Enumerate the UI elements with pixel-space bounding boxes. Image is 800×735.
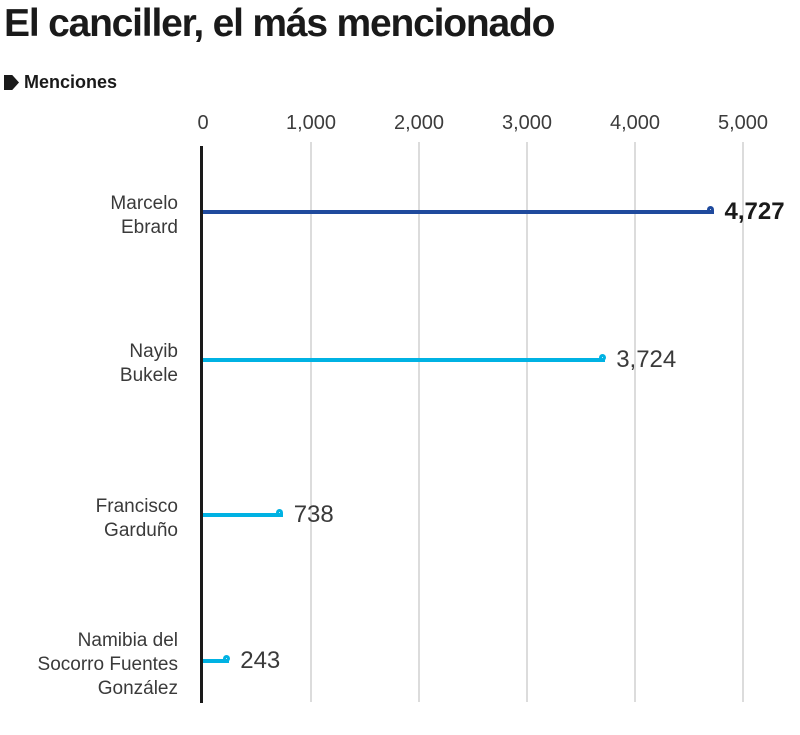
bar-line: [203, 358, 606, 362]
y-axis-line: [200, 146, 203, 703]
legend-label: Menciones: [24, 72, 118, 92]
value-label: 738: [293, 501, 334, 528]
value-label: 3,724: [616, 346, 677, 373]
bar-endpoint-dot: [598, 353, 606, 361]
x-tick-label: 2,000: [393, 112, 445, 134]
bar-endpoint-dot: [276, 508, 284, 516]
bar-endpoint-dot: [222, 654, 230, 662]
category-label: Marcelo Ebrard: [110, 193, 178, 238]
bar-line: [203, 659, 230, 663]
x-tick-label: 0: [197, 112, 209, 134]
bar-line: [203, 210, 714, 214]
category-label: Francisco Garduño: [95, 496, 178, 541]
gridline: [310, 142, 312, 702]
legend-flag-icon: [4, 75, 19, 90]
category-label: Nayib Bukele: [119, 341, 178, 386]
category-label: Namibia del Socorro Fuentes González: [37, 630, 178, 699]
bar-line: [203, 513, 283, 517]
gridline: [742, 142, 744, 702]
x-tick-label: 5,000: [717, 112, 769, 134]
x-tick-label: 4,000: [609, 112, 661, 134]
gridline: [526, 142, 528, 702]
chart-title: El canciller, el más mencionado: [4, 2, 555, 45]
gridline: [634, 142, 636, 702]
gridline: [418, 142, 420, 702]
value-label: 243: [240, 647, 281, 674]
bar-endpoint-dot: [707, 205, 715, 213]
x-tick-label: 3,000: [501, 112, 553, 134]
x-tick-label: 1,000: [285, 112, 337, 134]
legend: Menciones: [4, 72, 117, 93]
value-label: 4,727: [724, 198, 785, 225]
